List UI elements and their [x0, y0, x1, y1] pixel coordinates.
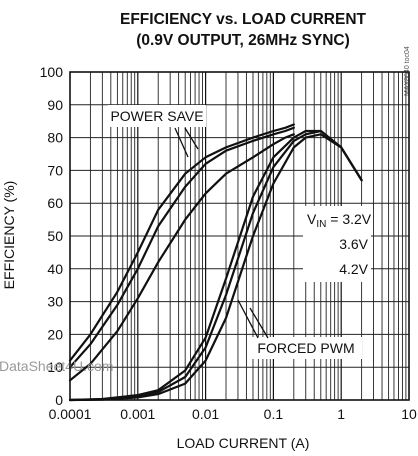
vin-legend: VIN = 3.2V 3.6V 4.2V [303, 206, 372, 282]
vin-legend-header: VIN = 3.2V [307, 211, 372, 230]
watermark: DataSheet4U.com [0, 358, 113, 374]
y-tick-label: 40 [47, 261, 63, 277]
power-save-leader-1 [174, 127, 189, 158]
x-tick-label: 0.01 [192, 406, 219, 422]
series-lines [68, 123, 363, 402]
chart-title: EFFICIENCY vs. LOAD CURRENT [120, 11, 367, 28]
series-line-power-save-3-6V [68, 126, 295, 369]
forced-pwm-leader-2 [249, 307, 269, 339]
chart-subtitle: (0.9V OUTPUT, 26MHz SYNC) [136, 32, 350, 49]
y-tick-label: 80 [47, 130, 63, 146]
y-tick-label: 0 [55, 392, 63, 408]
x-tick-label: 10 [401, 406, 417, 422]
forced-pwm-label-bg [252, 337, 362, 359]
forced-pwm-leader-1 [237, 299, 259, 339]
y-tick-label: 90 [47, 97, 63, 113]
vin-value-4-2: 4.2V [339, 261, 368, 277]
series-line-forced-pwm-3-6V [68, 129, 363, 402]
y-tick-label: 20 [47, 326, 63, 342]
y-tick-label: 50 [47, 228, 63, 244]
y-tick-label: 60 [47, 195, 63, 211]
x-tick-label: 0.1 [264, 406, 284, 422]
y-tick-label: 100 [40, 64, 64, 80]
x-tick-label: 1 [337, 406, 345, 422]
vin-legend-bg [303, 206, 371, 282]
plot-frame [69, 71, 410, 401]
power-save-leader-2 [184, 127, 199, 150]
power-save-label: POWER SAVE [110, 108, 203, 124]
x-tick-label: 0.001 [120, 406, 155, 422]
y-tick-label: 70 [47, 162, 63, 178]
series-line-power-save-3-2V [68, 123, 295, 362]
y-axis-label: EFFICIENCY (%) [1, 181, 17, 290]
y-tick-label: 10 [47, 359, 63, 375]
forced-pwm-label: FORCED PWM [257, 340, 354, 356]
annotation-power-save: POWER SAVE [108, 105, 206, 158]
power-save-label-bg [108, 105, 206, 127]
x-tick-label: 0.0001 [49, 406, 92, 422]
annotation-forced-pwm: FORCED PWM [237, 299, 362, 359]
figure-id: MAX8640 toc04 [404, 46, 411, 96]
y-tick-label: 30 [47, 294, 63, 310]
series-line-power-save-4-2V [68, 133, 295, 382]
vin-value-3-6: 3.6V [339, 236, 368, 252]
x-axis-label: LOAD CURRENT (A) [177, 435, 310, 451]
series-line-forced-pwm-4-2V [68, 133, 363, 402]
tick-labels: 0 10 20 30 40 50 60 70 80 90 100 0.0001 0.001 0.01 0.1… [40, 64, 417, 422]
